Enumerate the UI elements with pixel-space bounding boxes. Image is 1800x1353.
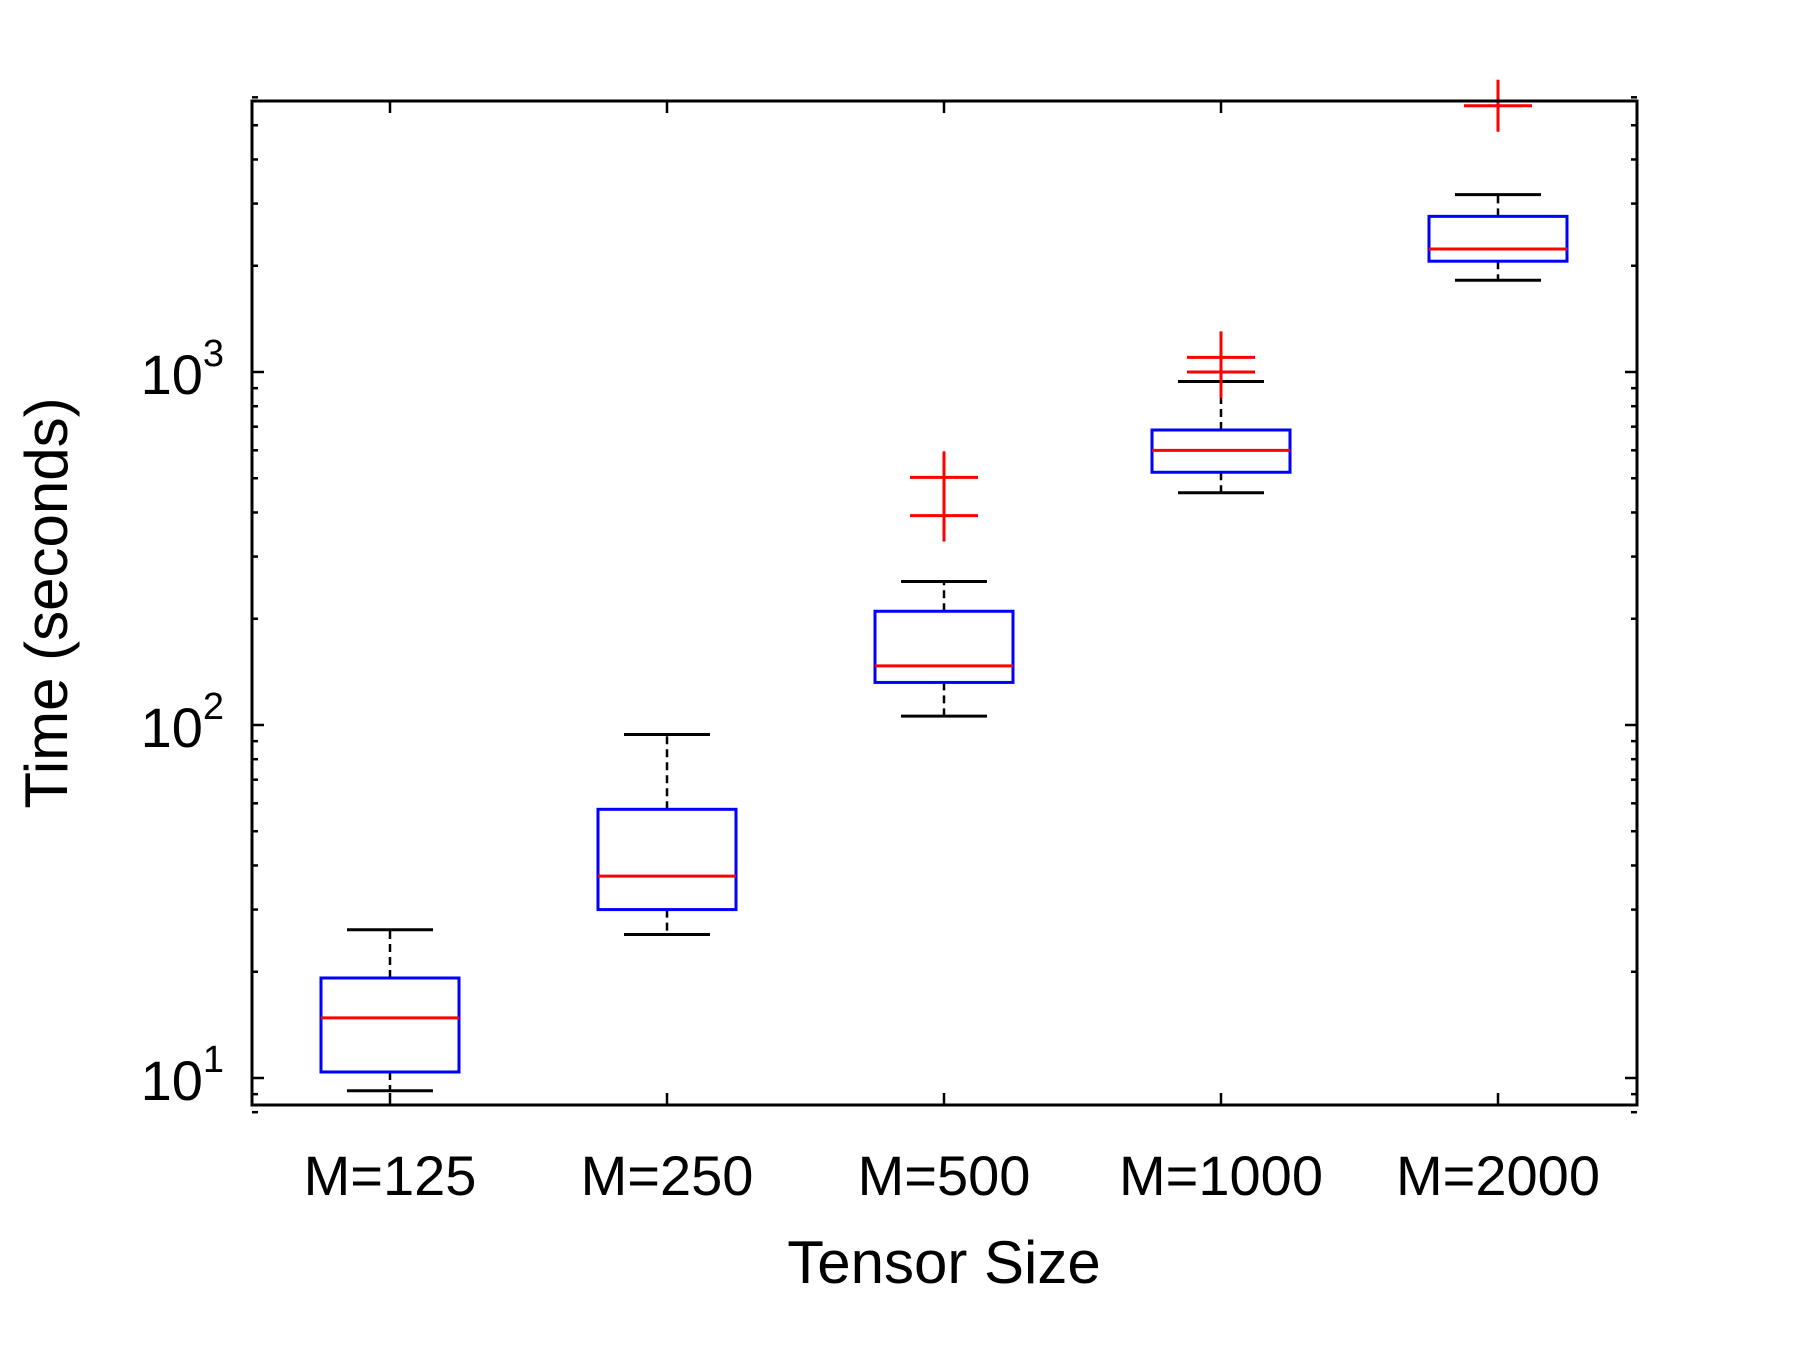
box-group (873, 451, 1015, 718)
iqr-box (319, 976, 461, 1074)
boxes-layer (319, 79, 1569, 1093)
x-tick-label: M=1000 (1119, 1144, 1323, 1207)
y-tick-label: 101 (141, 1039, 224, 1112)
box-group (596, 732, 738, 936)
y-tick-base: 10 (141, 343, 203, 406)
x-axis-title: Tensor Size (787, 1229, 1100, 1296)
x-tick-label: M=125 (304, 1144, 477, 1207)
y-tick-label: 102 (141, 686, 224, 759)
iqr-box (596, 807, 738, 912)
y-tick-base: 10 (141, 1049, 203, 1112)
y-tick-exponent: 3 (203, 333, 224, 375)
y-tick-base: 10 (141, 696, 203, 759)
outlier-marker (910, 451, 978, 504)
axes-frame (250, 99, 1639, 1107)
box-group (319, 928, 461, 1093)
box-group (1427, 79, 1569, 282)
iqr-box (873, 609, 1015, 684)
iqr-box (1427, 214, 1569, 263)
x-tick-label: M=500 (858, 1144, 1031, 1207)
y-tick-exponent: 1 (203, 1039, 224, 1081)
x-tick-label: M=2000 (1396, 1144, 1600, 1207)
y-axis-title: Time (seconds) (13, 397, 80, 808)
outlier-marker (1187, 331, 1255, 384)
y-tick-exponent: 2 (203, 686, 224, 728)
outlier-marker (1464, 79, 1532, 132)
x-tick-label: M=250 (581, 1144, 754, 1207)
y-tick-label: 103 (141, 333, 224, 406)
box-group (1150, 331, 1292, 495)
